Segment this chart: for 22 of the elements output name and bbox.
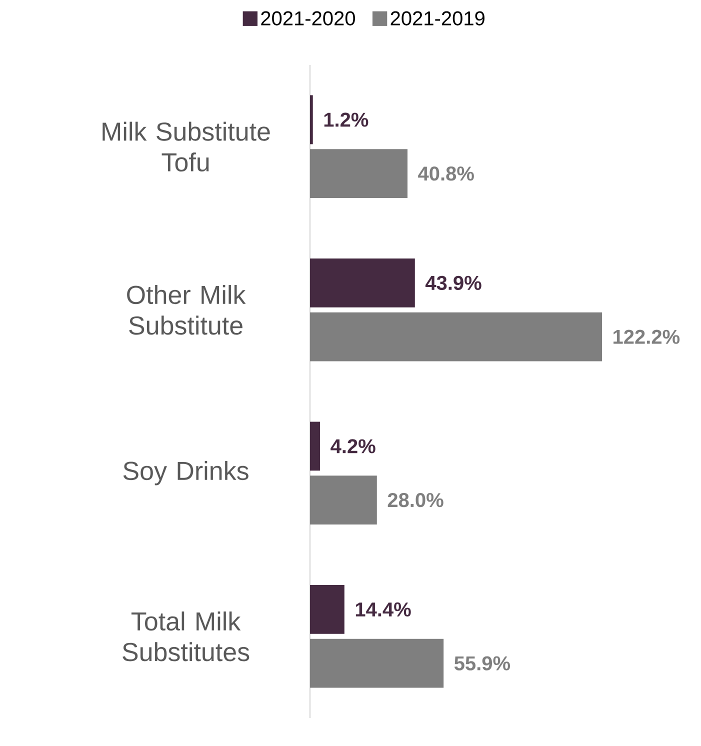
data-label: 122.2% [614,330,680,344]
bar [310,149,408,198]
bar [310,638,444,688]
bar [310,422,320,471]
y-tick-label: Other Milk Substitute [127,285,246,335]
bar [310,95,313,144]
legend-label: 2021-2019 [390,11,484,26]
y-tick-label: Total Milk Substitutes [122,612,250,662]
data-label: 40.8% [418,166,474,181]
data-label: 28.0% [388,492,444,508]
bar [310,476,377,525]
y-tick-label: Soy Drinks [123,461,248,486]
y-tick-label: Milk Substitute Tofu [102,122,270,172]
data-label: 55.9% [454,656,510,670]
legend-label: 2021-2020 [261,11,355,26]
bar [310,258,415,308]
bar [310,312,602,362]
bar [310,584,344,634]
data-label: 43.9% [425,276,482,290]
data-label: 14.4% [356,602,411,616]
data-label: 1.2% [324,112,368,127]
data-label: 4.2% [330,439,376,454]
